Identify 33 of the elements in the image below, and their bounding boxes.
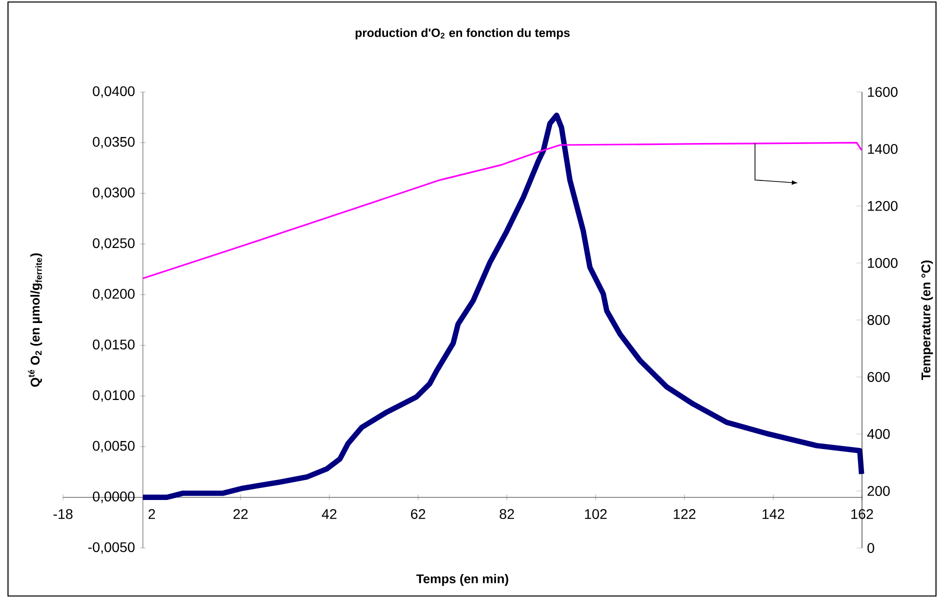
y-tick-label: 0,0250	[92, 238, 135, 250]
chart-title: production d'O$_{2}$ en fonction du temps	[356, 28, 570, 40]
x-tick-label: 102	[585, 509, 607, 520]
y-tick-label: 0,0400	[92, 86, 135, 98]
y-tick-label: 0,0150	[92, 340, 135, 352]
y2-tick-label: 600	[868, 372, 890, 382]
x-tick-label: 82	[500, 509, 514, 520]
y2-tick-label: 0	[867, 543, 874, 553]
x-axis-title: Temps (en min)	[416, 574, 508, 586]
y-axis-title: Q$^{té}$ O$_{2}$ (en µmol/g$_{ferrite}$)	[28, 253, 42, 387]
y-tick-label: 0,0300	[92, 188, 135, 200]
y2-tick-label: 1000	[868, 258, 898, 268]
y2-tick-label: 400	[867, 429, 890, 439]
y2-axis-title: Temperature (en °C)	[921, 260, 933, 380]
y2-tick-label: 1400	[868, 144, 898, 154]
y-tick-label: 0,0200	[92, 288, 135, 300]
y2-tick-label: 1600	[868, 87, 898, 97]
x-tick-label: 122	[674, 509, 696, 519]
x-tick-label: 42	[322, 509, 336, 519]
x-tick-label: 62	[411, 509, 426, 520]
y2-tick-label: 200	[868, 486, 890, 496]
y-tick-label: 0,0350	[92, 136, 135, 148]
x-tick-label: -18	[54, 509, 73, 520]
y-tick-label: -0,0050	[88, 542, 135, 554]
x-tick-label: 22	[233, 509, 248, 519]
y-tick-label: 0,0100	[92, 390, 135, 402]
x-tick-label: 2	[148, 509, 155, 519]
y2-tick-label: 800	[868, 315, 890, 325]
line-series	[142, 142, 862, 280]
y-tick-label: 0,0050	[92, 440, 135, 452]
x-tick-label: 142	[762, 509, 784, 519]
y2-tick-label: 1200	[868, 201, 898, 211]
x-tick-label: 162	[851, 509, 873, 520]
